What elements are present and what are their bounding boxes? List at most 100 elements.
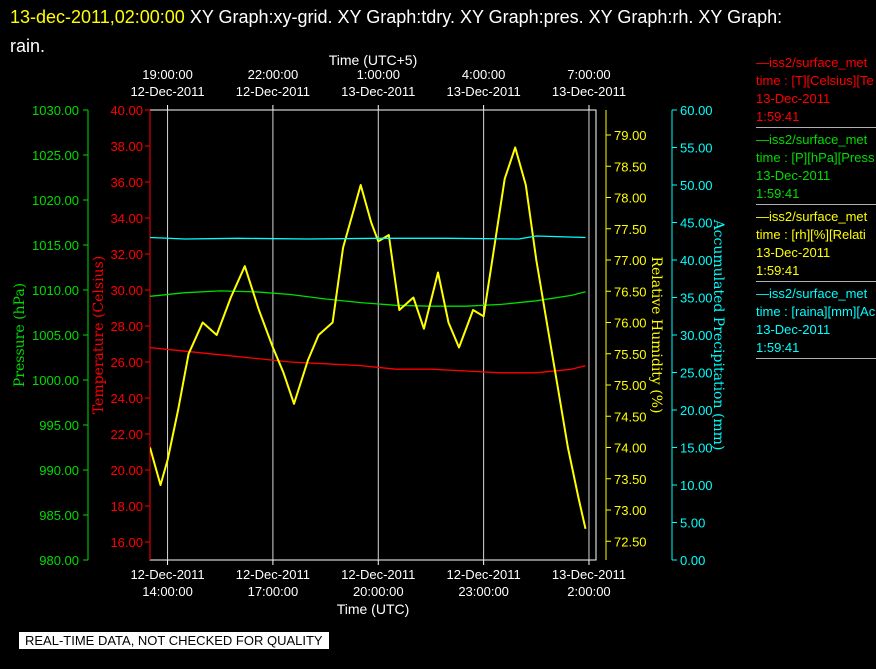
x-top-tick-label: 19:00:00 <box>142 67 193 82</box>
legend-line2: time : [raina][mm][Ac <box>756 304 876 319</box>
graph-list: XY Graph:xy-grid. XY Graph:tdry. XY Grap… <box>189 7 783 27</box>
temp-tick-label: 34.00 <box>110 211 143 226</box>
quality-disclaimer: REAL-TIME DATA, NOT CHECKED FOR QUALITY <box>19 632 329 649</box>
rh-tick-label: 73.50 <box>614 472 647 487</box>
temp-tick-label: 38.00 <box>110 139 143 154</box>
pres-tick-label: 990.00 <box>39 463 79 478</box>
rh-tick-label: 77.00 <box>614 253 647 268</box>
rain-tick-label: 5.00 <box>680 516 705 531</box>
pres-tick-label: 1000.00 <box>32 373 79 388</box>
legend-line2: time : [P][hPa][Press <box>756 150 875 165</box>
legend-line3: 13-Dec-2011 <box>756 91 831 106</box>
rain-tick-label: 25.00 <box>680 366 713 381</box>
legend-line4: 1:59:41 <box>756 340 800 355</box>
rain-tick-label: 30.00 <box>680 328 713 343</box>
rh-tick-label: 74.00 <box>614 441 647 456</box>
rain-tick-label: 0.00 <box>680 553 705 568</box>
legend-line4: 1:59:41 <box>756 263 800 278</box>
rh-tick-label: 76.50 <box>614 284 647 299</box>
rh-tick-label: 72.50 <box>614 534 647 549</box>
rain-tick-label: 20.00 <box>680 403 713 418</box>
rain-axis-title: Accumulated Precipitation (mm) <box>710 219 726 451</box>
x-tick-label: 12-Dec-2011 <box>341 567 415 582</box>
timestamp: 13-dec-2011,02:00:00 <box>10 7 185 27</box>
graph-list-continued: rain. <box>10 36 46 56</box>
legend-line4: 1:59:41 <box>756 109 800 124</box>
rh-tick-label: 74.50 <box>614 409 647 424</box>
rain-tick-label: 35.00 <box>680 291 713 306</box>
legend-line1: —iss2/surface_met <box>756 209 868 224</box>
legend-line3: 13-Dec-2011 <box>756 168 831 183</box>
legend: —iss2/surface_met time : [T][Celsius][Te… <box>756 54 876 362</box>
pres-tick-label: 1015.00 <box>32 238 79 253</box>
pres-tick-label: 1005.00 <box>32 328 79 343</box>
x-top-tick-label: 12-Dec-2011 <box>130 84 204 99</box>
x-top-tick-label: 4:00:00 <box>462 67 505 82</box>
pres-tick-label: 1010.00 <box>32 283 79 298</box>
temp-tick-label: 32.00 <box>110 247 143 262</box>
x-tick-label: 17:00:00 <box>248 584 299 599</box>
x-top-tick-label: 13-Dec-2011 <box>552 84 626 99</box>
rain-series-line <box>150 235 586 240</box>
x-top-tick-label: 12-Dec-2011 <box>236 84 310 99</box>
legend-line2: time : [rh][%][Relati <box>756 227 866 242</box>
temp-tick-label: 40.00 <box>110 103 143 118</box>
pres-tick-label: 1025.00 <box>32 148 79 163</box>
rain-tick-label: 15.00 <box>680 441 713 456</box>
rh-tick-label: 79.00 <box>614 128 647 143</box>
temp-tick-label: 30.00 <box>110 283 143 298</box>
x-tick-label: 23:00:00 <box>458 584 509 599</box>
x-tick-label: 12-Dec-2011 <box>130 567 204 582</box>
pres-axis-title: Pressure (hPa) <box>12 283 28 387</box>
legend-line3: 13-Dec-2011 <box>756 322 831 337</box>
legend-line1: —iss2/surface_met <box>756 132 868 147</box>
rh-series-line <box>150 146 587 530</box>
rain-tick-label: 45.00 <box>680 216 713 231</box>
x-top-tick-label: 13-Dec-2011 <box>341 84 415 99</box>
rh-tick-label: 77.50 <box>614 222 647 237</box>
temp-tick-label: 26.00 <box>110 355 143 370</box>
legend-line1: —iss2/surface_met <box>756 55 868 70</box>
rh-tick-label: 76.00 <box>614 316 647 331</box>
legend-line1: —iss2/surface_met <box>756 286 868 301</box>
pres-series-line <box>150 290 586 307</box>
x-tick-label: 2:00:00 <box>567 584 610 599</box>
graph-title: 13-dec-2011,02:00:00 XY Graph:xy-grid. X… <box>10 3 860 61</box>
temp-tick-label: 16.00 <box>110 535 143 550</box>
legend-entry-pres[interactable]: —iss2/surface_met time : [P][hPa][Press … <box>756 131 876 205</box>
pres-tick-label: 995.00 <box>39 418 79 433</box>
x-top-tick-label: 22:00:00 <box>248 67 299 82</box>
rain-tick-label: 40.00 <box>680 253 713 268</box>
rh-tick-label: 75.50 <box>614 347 647 362</box>
legend-entry-rain[interactable]: —iss2/surface_met time : [raina][mm][Ac … <box>756 285 876 359</box>
temp-tick-label: 22.00 <box>110 427 143 442</box>
legend-line4: 1:59:41 <box>756 186 800 201</box>
rain-tick-label: 55.00 <box>680 141 713 156</box>
x-top-tick-label: 1:00:00 <box>357 67 400 82</box>
pres-tick-label: 980.00 <box>39 553 79 568</box>
legend-entry-temp[interactable]: —iss2/surface_met time : [T][Celsius][Te… <box>756 54 876 128</box>
x-top-tick-label: 7:00:00 <box>567 67 610 82</box>
x-tick-label: 12-Dec-2011 <box>447 567 521 582</box>
x-tick-label: 14:00:00 <box>142 584 193 599</box>
temp-tick-label: 28.00 <box>110 319 143 334</box>
rh-tick-label: 78.50 <box>614 159 647 174</box>
temp-series-line <box>150 346 586 374</box>
x-top-axis-label: Time (UTC+5) <box>329 52 418 68</box>
legend-line3: 13-Dec-2011 <box>756 245 831 260</box>
x-tick-label: 12-Dec-2011 <box>236 567 310 582</box>
legend-entry-rh[interactable]: —iss2/surface_met time : [rh][%][Relati … <box>756 208 876 282</box>
temp-tick-label: 18.00 <box>110 499 143 514</box>
rh-tick-label: 75.00 <box>614 378 647 393</box>
temp-axis-title: Temperature (Celsius) <box>91 256 107 414</box>
rain-tick-label: 60.00 <box>680 103 713 118</box>
pres-tick-label: 1030.00 <box>32 103 79 118</box>
rain-tick-label: 50.00 <box>680 178 713 193</box>
rh-tick-label: 78.00 <box>614 191 647 206</box>
pres-tick-label: 1020.00 <box>32 193 79 208</box>
legend-line2: time : [T][Celsius][Te <box>756 73 874 88</box>
rain-tick-label: 10.00 <box>680 478 713 493</box>
x-top-tick-label: 13-Dec-2011 <box>447 84 521 99</box>
temp-tick-label: 24.00 <box>110 391 143 406</box>
x-axis-label: Time (UTC) <box>337 601 410 617</box>
